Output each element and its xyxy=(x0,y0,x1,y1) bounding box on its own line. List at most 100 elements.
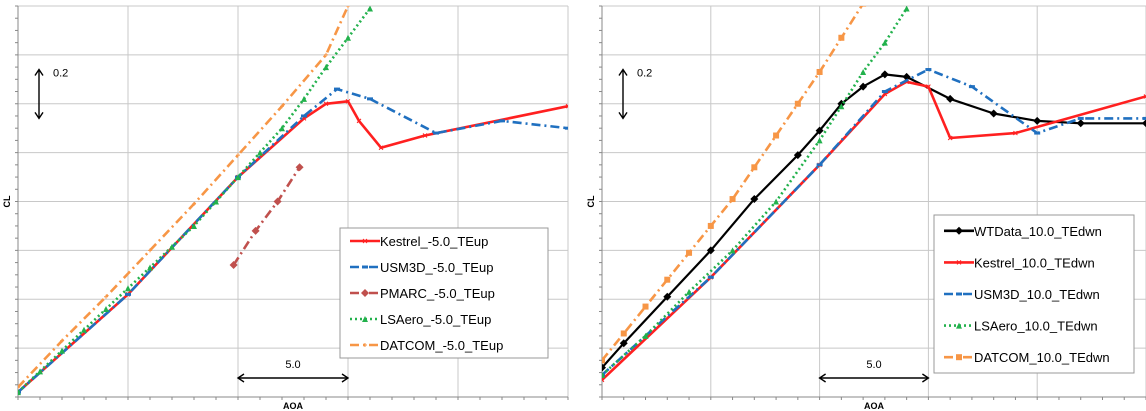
data-point xyxy=(706,246,715,255)
data-point xyxy=(968,85,975,89)
legend-label: PMARC_-5.0_TEup xyxy=(380,286,495,301)
arrowhead-down xyxy=(34,112,44,120)
data-point xyxy=(794,100,801,107)
data-point xyxy=(104,294,108,299)
chart-panel-2: AOA CL 0.2 5.0 WTData_10.0_TEdwn Kestrel_10.0… xyxy=(586,5,1146,411)
data-point xyxy=(1076,119,1085,128)
data-point xyxy=(793,151,802,160)
data-point xyxy=(169,243,175,250)
arrowhead-up xyxy=(618,68,628,76)
legend-marker xyxy=(362,238,368,244)
series-line xyxy=(602,6,864,362)
legend-label: DATCOM_-5.0_TEup xyxy=(380,338,503,353)
data-point xyxy=(213,198,219,205)
data-point xyxy=(602,377,605,383)
data-point xyxy=(148,248,152,253)
series-line xyxy=(602,68,1146,376)
y-axis-label: CL xyxy=(2,195,12,207)
data-point xyxy=(838,34,845,41)
series-pmarc-5-0-teup xyxy=(229,163,304,270)
data-point xyxy=(251,226,260,235)
vertical-scale-label: 0.2 xyxy=(637,68,652,80)
x-axis-label: AOA xyxy=(283,401,304,411)
data-point xyxy=(229,261,238,270)
data-point xyxy=(1077,116,1084,120)
series-lsaero-5-0-teup xyxy=(18,6,373,396)
data-point xyxy=(946,94,955,103)
series-wtdata-10-0-tedwn xyxy=(602,70,1146,372)
data-point xyxy=(1143,116,1146,120)
gridlines xyxy=(17,5,569,398)
data-point xyxy=(816,163,823,167)
data-point xyxy=(1143,94,1146,99)
data-point xyxy=(602,363,606,372)
data-point xyxy=(499,119,505,123)
legend-label: LSAero_10.0_TEdwn xyxy=(974,319,1098,334)
arrowhead-down xyxy=(618,112,628,120)
data-point xyxy=(926,84,931,89)
legend-marker xyxy=(363,343,367,347)
data-point xyxy=(324,52,328,57)
legend-marker xyxy=(956,354,962,361)
data-point xyxy=(279,125,285,132)
data-point xyxy=(902,72,911,81)
data-point xyxy=(37,368,43,375)
data-point xyxy=(838,103,845,110)
data-point xyxy=(433,131,439,135)
data-point xyxy=(235,174,241,181)
legend: WTData_10.0_TEdwn Kestrel_10.0_TEdwn USM3D… xyxy=(933,214,1135,374)
data-point xyxy=(707,222,714,229)
data-point xyxy=(1033,116,1042,125)
data-point xyxy=(280,104,284,109)
data-point xyxy=(191,222,197,229)
data-point xyxy=(620,330,627,337)
data-point xyxy=(602,357,605,364)
data-point xyxy=(751,164,758,171)
data-point xyxy=(273,197,282,206)
y-axis-label: CL xyxy=(586,195,596,207)
data-point xyxy=(345,98,351,104)
data-point xyxy=(750,195,759,204)
data-point xyxy=(565,126,568,130)
data-point xyxy=(236,153,240,158)
legend-label: WTData_10.0_TEdwn xyxy=(974,224,1102,239)
data-point xyxy=(773,198,780,205)
data-point xyxy=(1013,130,1018,136)
data-point xyxy=(1034,131,1041,135)
legend-label: Kestrel_-5.0_TEup xyxy=(380,234,488,249)
data-point xyxy=(334,87,340,91)
legend-marker xyxy=(956,292,962,296)
data-point xyxy=(192,201,196,206)
data-point xyxy=(18,385,20,390)
data-point xyxy=(642,332,649,339)
arrowhead-up xyxy=(34,68,44,76)
series-line xyxy=(602,73,1146,369)
data-point xyxy=(295,163,304,172)
data-point xyxy=(18,389,21,396)
data-point xyxy=(816,137,823,144)
plot-area xyxy=(602,6,1146,383)
series-line xyxy=(18,6,350,389)
arrowhead-right xyxy=(922,373,930,383)
data-point xyxy=(729,247,736,254)
data-point xyxy=(125,292,131,296)
legend-marker xyxy=(956,260,962,265)
legend-label: USM3D_-5.0_TEup xyxy=(380,260,493,275)
series-line xyxy=(602,7,908,376)
data-point xyxy=(147,264,153,271)
data-point xyxy=(859,82,868,91)
data-point xyxy=(860,68,867,75)
horizontal-scale-label: 5.0 xyxy=(285,359,300,371)
data-point xyxy=(663,292,672,301)
plot-area xyxy=(18,6,568,396)
legend-marker xyxy=(956,322,962,329)
data-point xyxy=(707,275,714,279)
arrowhead-left xyxy=(818,373,826,383)
data-point xyxy=(422,133,428,138)
data-point xyxy=(103,306,109,313)
data-point xyxy=(345,34,351,41)
series-line xyxy=(18,100,568,394)
data-point xyxy=(773,132,780,139)
legend-marker xyxy=(362,316,368,322)
series-line xyxy=(232,166,301,266)
